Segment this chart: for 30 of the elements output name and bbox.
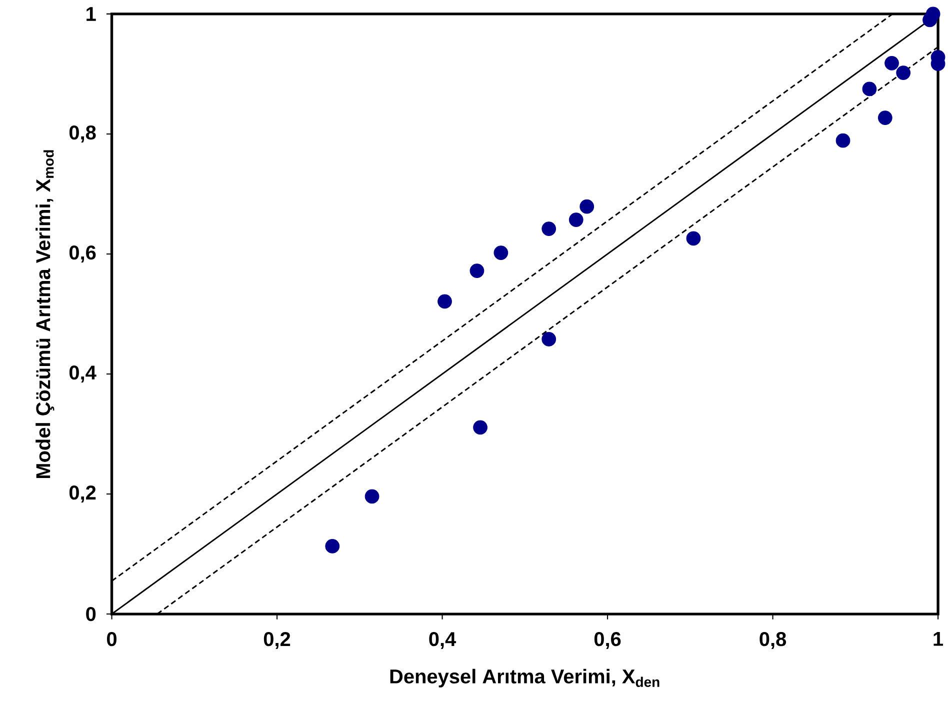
x-tick-label: 0,2 [264, 632, 290, 649]
x-axis-title: Deneysel Arıtma Verimi, X$_{den}$ [390, 668, 660, 688]
point [364, 489, 380, 504]
x-tick-label: 0,8 [760, 632, 786, 649]
point [884, 56, 899, 70]
point [542, 222, 556, 236]
point [686, 231, 701, 246]
point [325, 538, 340, 554]
point [473, 420, 488, 435]
point [836, 133, 850, 148]
point [438, 294, 452, 309]
point [580, 199, 594, 214]
y-tick-label: 0,2 [69, 485, 96, 502]
point [568, 212, 584, 227]
point [862, 82, 877, 96]
y-tick-label: 0,6 [69, 245, 96, 262]
y-tick-label: 0 [86, 606, 96, 622]
point [542, 332, 556, 346]
y-tick-label: 0,4 [69, 365, 96, 382]
x-tick-label: 0,6 [594, 632, 621, 649]
point [470, 264, 484, 278]
y-axis-title: Model Çözümü Arıtma Verimi, X$_{mod}$ [36, 150, 54, 478]
y-tick-label: 0,8 [69, 125, 96, 142]
y-tick-label: 1 [86, 7, 96, 21]
x-tick-label: 0 [107, 632, 116, 646]
x-tick-label: 0,4 [429, 632, 456, 649]
point [878, 110, 892, 125]
point [896, 66, 911, 80]
x-tick-label: 1 [934, 632, 944, 646]
point [494, 246, 508, 260]
